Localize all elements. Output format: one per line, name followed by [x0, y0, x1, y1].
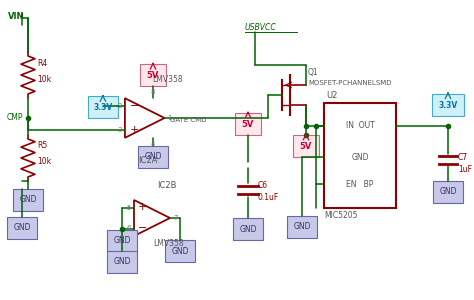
FancyBboxPatch shape [107, 230, 137, 251]
FancyBboxPatch shape [107, 250, 137, 272]
Text: −: − [130, 101, 139, 111]
Text: 8: 8 [151, 89, 155, 95]
Text: 5V: 5V [147, 71, 159, 80]
Text: GND: GND [239, 224, 257, 233]
FancyBboxPatch shape [433, 181, 463, 202]
Text: VIN: VIN [8, 12, 25, 21]
FancyBboxPatch shape [293, 135, 319, 157]
Text: 10k: 10k [37, 158, 51, 166]
Text: IC2B: IC2B [157, 181, 176, 190]
Text: LMV358: LMV358 [153, 239, 183, 248]
Text: USBVCC: USBVCC [245, 23, 277, 32]
Text: GND: GND [144, 152, 162, 161]
Text: −: − [138, 224, 147, 233]
FancyBboxPatch shape [13, 189, 43, 211]
FancyBboxPatch shape [165, 240, 195, 262]
FancyBboxPatch shape [432, 94, 464, 116]
Text: GND: GND [171, 247, 189, 256]
FancyBboxPatch shape [233, 218, 263, 240]
Text: +: + [138, 202, 147, 212]
Text: 4: 4 [151, 141, 155, 147]
Text: C6: C6 [258, 181, 268, 190]
Text: U2: U2 [326, 91, 337, 100]
Text: GND: GND [113, 236, 131, 245]
Text: 3.3V: 3.3V [93, 103, 112, 112]
Text: GND: GND [293, 222, 311, 231]
Text: CMP: CMP [7, 113, 23, 122]
Text: 5V: 5V [242, 120, 254, 129]
FancyBboxPatch shape [140, 64, 166, 86]
FancyBboxPatch shape [88, 96, 118, 118]
Text: GND: GND [13, 224, 31, 232]
Text: 6: 6 [127, 226, 131, 232]
Text: 0.1uF: 0.1uF [258, 194, 279, 202]
Text: 3.3V: 3.3V [438, 100, 457, 109]
Text: MOSFET-PCHANNELSMD: MOSFET-PCHANNELSMD [308, 80, 392, 86]
Text: Q1: Q1 [308, 68, 319, 77]
Text: 10k: 10k [37, 74, 51, 83]
Text: LMV358: LMV358 [152, 75, 182, 84]
Text: 2: 2 [118, 103, 122, 109]
Text: GND: GND [351, 153, 369, 162]
FancyBboxPatch shape [7, 217, 37, 239]
Text: C7: C7 [458, 153, 468, 162]
Text: 1: 1 [167, 115, 172, 121]
Text: IC2A: IC2A [138, 156, 158, 165]
Text: GND: GND [19, 196, 37, 205]
Text: MIC5205: MIC5205 [324, 211, 357, 220]
Text: GND: GND [439, 187, 457, 196]
Text: GND: GND [113, 257, 131, 266]
FancyBboxPatch shape [287, 215, 317, 238]
FancyBboxPatch shape [138, 146, 168, 168]
Text: R5: R5 [37, 142, 47, 151]
Text: GATE CMD: GATE CMD [171, 117, 207, 123]
Text: R4: R4 [37, 58, 47, 68]
Text: 7: 7 [173, 215, 177, 221]
FancyBboxPatch shape [235, 113, 261, 135]
Text: 1uF: 1uF [458, 165, 472, 174]
Text: +: + [130, 124, 139, 134]
Text: 5V: 5V [300, 142, 312, 151]
Text: 5: 5 [127, 205, 131, 211]
Text: EN   BP: EN BP [346, 180, 374, 189]
Text: IN  OUT: IN OUT [346, 121, 374, 130]
Text: 3: 3 [118, 127, 122, 133]
